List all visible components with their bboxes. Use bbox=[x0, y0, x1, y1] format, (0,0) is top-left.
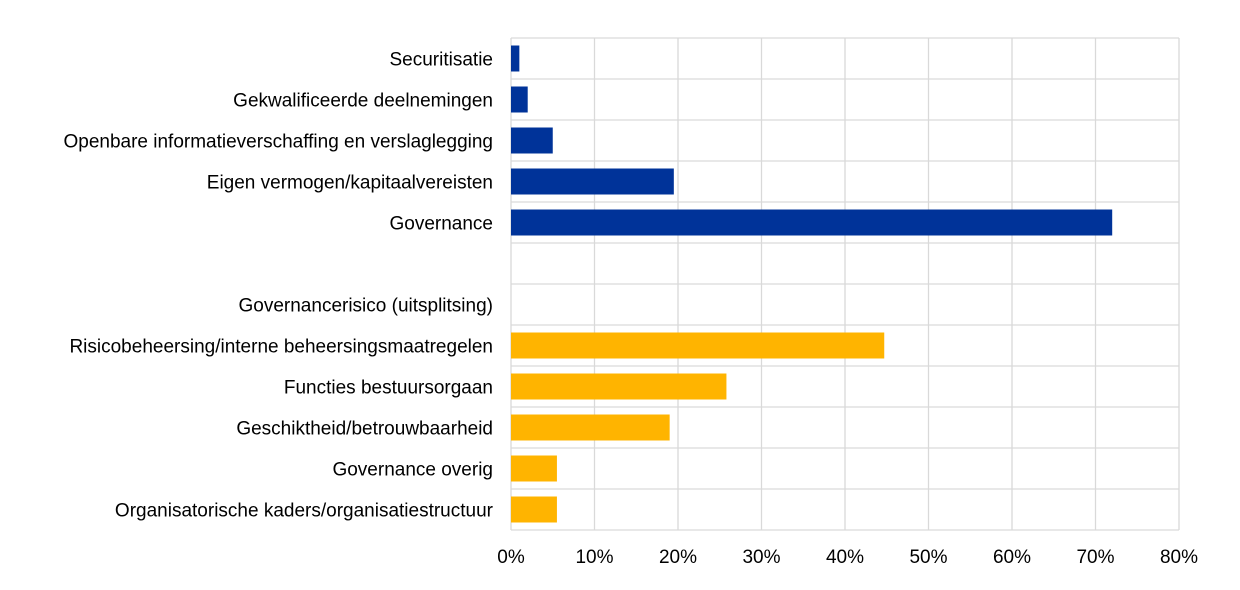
bar-openbare-informatieverschaffing-en-verslaglegging bbox=[511, 127, 553, 154]
bar-functies-bestuursorgaan bbox=[511, 373, 727, 400]
category-label: Openbare informatieverschaffing en versl… bbox=[63, 132, 493, 153]
category-label: Governance overig bbox=[332, 460, 493, 481]
x-tick-label: 50% bbox=[909, 547, 947, 568]
category-label: Risicobeheersing/interne beheersingsmaat… bbox=[69, 337, 493, 358]
category-label: Geschiktheid/betrouwbaarheid bbox=[236, 419, 493, 440]
category-label: Organisatorische kaders/organisatiestruc… bbox=[115, 501, 494, 522]
x-tick-label: 70% bbox=[1076, 547, 1114, 568]
bar-eigen-vermogen-kapitaalvereisten bbox=[511, 168, 674, 195]
category-label: Gekwalificeerde deelnemingen bbox=[233, 91, 493, 112]
category-label: Securitisatie bbox=[390, 50, 494, 71]
x-tick-label: 10% bbox=[575, 547, 613, 568]
x-tick-label: 80% bbox=[1160, 547, 1198, 568]
bar-organisatorische-kaders-organisatiestructuur bbox=[511, 496, 557, 523]
x-tick-label: 40% bbox=[826, 547, 864, 568]
category-label: Eigen vermogen/kapitaalvereisten bbox=[207, 173, 493, 194]
category-label: Governance bbox=[389, 214, 493, 235]
gridlines bbox=[510, 37, 1180, 531]
category-group-header: Governancerisico (uitsplitsing) bbox=[239, 296, 494, 317]
x-tick-label: 0% bbox=[497, 547, 525, 568]
bar-governance bbox=[511, 209, 1113, 236]
bar-securitisatie bbox=[511, 45, 520, 72]
x-tick-label: 30% bbox=[742, 547, 780, 568]
bar-governance-overig bbox=[511, 455, 557, 482]
bars bbox=[511, 45, 1113, 523]
bar-gekwalificeerde-deelnemingen bbox=[511, 86, 528, 113]
x-axis-tick-labels: 0% 10% 20% 30% 40% 50% 60% 70% 80% bbox=[497, 547, 1198, 568]
category-labels: Securitisatie Gekwalificeerde deelneminge… bbox=[63, 50, 493, 522]
bar-geschiktheid-betrouwbaarheid bbox=[511, 414, 670, 441]
category-label: Functies bestuursorgaan bbox=[284, 378, 493, 399]
bar-risicobeheersing-interne-beheersingsmaatregelen bbox=[511, 332, 885, 359]
x-tick-label: 60% bbox=[993, 547, 1031, 568]
x-tick-label: 20% bbox=[659, 547, 697, 568]
